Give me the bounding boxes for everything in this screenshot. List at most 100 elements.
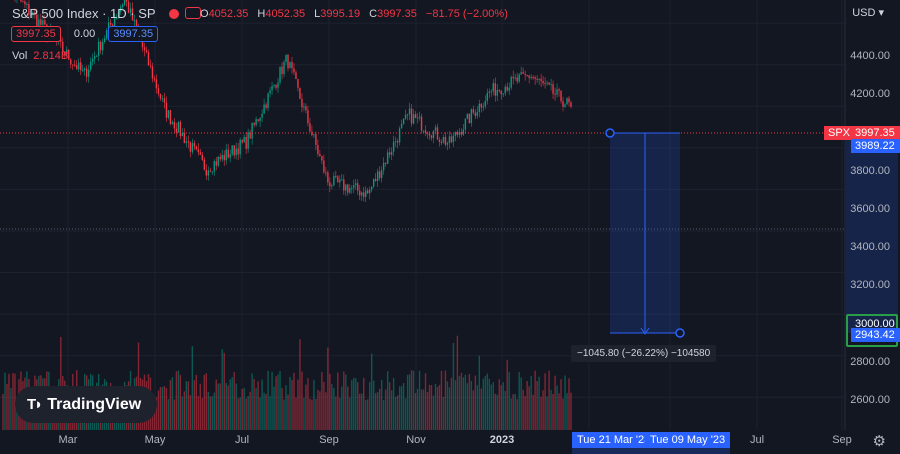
volume-bar xyxy=(382,399,385,430)
gear-icon[interactable]: ⚙ xyxy=(872,433,886,450)
volume-bar xyxy=(203,375,205,430)
candle-body xyxy=(339,179,341,183)
candle-body xyxy=(195,146,198,150)
time-tick-year: 2023 xyxy=(489,434,515,446)
volume-bar xyxy=(376,391,379,430)
candle-body xyxy=(372,179,375,187)
candle-body xyxy=(297,78,299,88)
volume-bar xyxy=(10,388,12,430)
candle-body xyxy=(127,1,130,13)
candle-body xyxy=(115,16,118,19)
candle-body xyxy=(462,129,465,135)
time-tick: Jul xyxy=(234,434,250,446)
volume-bar xyxy=(552,393,554,430)
candle-body xyxy=(60,39,62,42)
volume-bar xyxy=(476,385,479,430)
candle-body xyxy=(494,83,496,96)
volume-bar xyxy=(215,379,217,430)
candle-body xyxy=(440,141,443,143)
candle-body xyxy=(205,169,207,176)
candle-body xyxy=(95,55,98,57)
candle-body xyxy=(289,61,291,69)
eye-icon[interactable] xyxy=(184,7,201,19)
volume-bar xyxy=(275,376,277,430)
candle-body xyxy=(263,104,265,114)
volume-bar xyxy=(474,375,477,430)
volume-bar xyxy=(365,399,367,430)
candle-body xyxy=(430,135,433,139)
volume-value: 2.814B xyxy=(33,50,69,62)
candle-body xyxy=(345,184,347,191)
candle-body xyxy=(426,132,429,134)
volume-bar xyxy=(159,387,162,430)
candle-body xyxy=(410,108,413,124)
volume-bar xyxy=(209,396,211,430)
volume-bar xyxy=(430,385,433,430)
candle-body xyxy=(93,56,96,59)
candle-body xyxy=(404,114,407,119)
volume-bar xyxy=(265,393,267,430)
volume-bar xyxy=(494,393,496,430)
candle-body xyxy=(550,84,552,86)
volume-bar xyxy=(333,388,335,430)
currency-label[interactable]: USD xyxy=(852,7,876,19)
volume-bar xyxy=(434,383,437,430)
volume-bar xyxy=(285,385,287,430)
candle-body xyxy=(155,79,158,89)
volume-bar xyxy=(167,399,170,430)
volume-bar xyxy=(225,382,227,430)
tradingview-logo[interactable]: T◗ TradingView xyxy=(15,386,157,423)
candle-body xyxy=(520,72,522,75)
candle-body xyxy=(540,78,542,82)
price-tick: 3200.00 xyxy=(850,279,890,291)
candle-body xyxy=(269,90,271,94)
volume-bar xyxy=(293,372,295,430)
volume-bar xyxy=(6,383,8,430)
candle-body xyxy=(484,100,487,107)
candle-body xyxy=(482,106,485,108)
candle-body xyxy=(359,190,361,196)
volume-bar xyxy=(245,398,247,430)
candle-body xyxy=(84,68,86,71)
symbol-header[interactable]: S&P 500 Index · 1D · SP xyxy=(12,6,201,21)
candle-body xyxy=(546,82,548,84)
volume-bar xyxy=(460,372,463,430)
measure-tool[interactable] xyxy=(572,128,898,454)
sell-button[interactable]: 3997.35 xyxy=(11,26,61,42)
currency-selector[interactable]: USD ▾ xyxy=(852,6,884,19)
volume-bar xyxy=(361,393,363,430)
candle-body xyxy=(257,119,259,122)
candle-body xyxy=(446,143,449,145)
candle-body xyxy=(378,171,381,179)
candle-body xyxy=(105,30,108,39)
candle-body xyxy=(253,123,255,125)
buy-button[interactable]: 3997.35 xyxy=(108,26,159,42)
candle-body xyxy=(504,86,506,94)
volume-bar xyxy=(297,379,299,430)
candle-body xyxy=(42,20,44,25)
volume-bar xyxy=(319,391,321,430)
volume-bar xyxy=(271,371,273,430)
volume-bar xyxy=(359,393,361,430)
measure-start-handle[interactable] xyxy=(605,128,615,138)
volume-bar xyxy=(408,374,411,430)
volume-bar xyxy=(420,389,423,430)
candle-body xyxy=(508,87,510,91)
volume-bar xyxy=(343,371,345,430)
candle-body xyxy=(101,42,104,51)
symbol-title[interactable]: S&P 500 Index · 1D · SP xyxy=(12,6,156,21)
candle-body xyxy=(183,133,186,143)
tradingview-logo-icon: T◗ xyxy=(27,396,43,413)
volume-bar xyxy=(309,398,311,430)
symbol-tag: SPX xyxy=(824,126,855,140)
candle-body xyxy=(32,12,34,15)
candle-body xyxy=(209,170,211,172)
volume-bar xyxy=(448,387,451,430)
volume-bar xyxy=(492,382,494,430)
candle-body xyxy=(566,98,568,105)
candle-body xyxy=(86,68,88,77)
candle-body xyxy=(325,172,327,174)
measure-end-handle[interactable] xyxy=(675,328,685,338)
volume-bar xyxy=(235,383,237,430)
volume-bar xyxy=(303,397,305,430)
